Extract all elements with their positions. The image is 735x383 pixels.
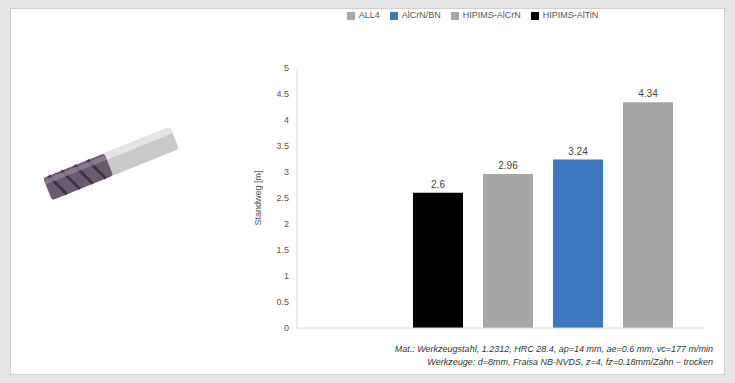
svg-text:4.5: 4.5 (276, 89, 289, 99)
svg-text:2: 2 (284, 219, 289, 229)
svg-text:5: 5 (284, 63, 289, 73)
svg-text:4.34: 4.34 (638, 88, 658, 99)
svg-text:3.24: 3.24 (568, 146, 588, 157)
svg-text:3.5: 3.5 (276, 141, 289, 151)
svg-text:0.5: 0.5 (276, 297, 289, 307)
svg-text:4: 4 (284, 115, 289, 125)
svg-text:Standweg [m]: Standweg [m] (253, 170, 263, 225)
svg-text:1.5: 1.5 (276, 245, 289, 255)
html-text:Mat.: Werkzeugstahl, 1.2312, H: Mat.: Werkzeugstahl, 1.2312, HRC 28.4, a… (394, 344, 713, 354)
html-text:HIPIMS-AlTiN: HIPIMS-AlTiN (542, 10, 599, 20)
svg-text:2.6: 2.6 (431, 179, 445, 190)
html-text:HIPIMS-AlCrN: HIPIMS-AlCrN (462, 10, 521, 20)
svg-text:3: 3 (284, 167, 289, 177)
svg-text:2.5: 2.5 (276, 193, 289, 203)
svg-text:0: 0 (284, 323, 289, 333)
html-text:AlCrN/BN: AlCrN/BN (401, 10, 441, 20)
html-text:Werkzeuge: d=8mm, Fraisa NB-NV: Werkzeuge: d=8mm, Fraisa NB-NVDS, z=4, f… (427, 357, 713, 367)
svg-text:2.96: 2.96 (498, 160, 518, 171)
html-text:ALL4: ALL4 (358, 10, 380, 20)
svg-text:1: 1 (284, 271, 289, 281)
